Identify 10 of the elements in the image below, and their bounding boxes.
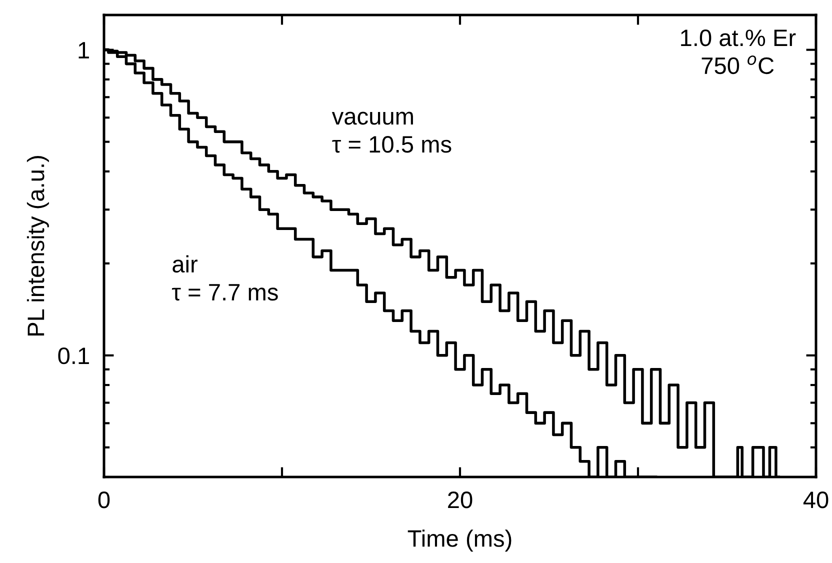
y-axis-title: PL intensity (a.u.) [26,156,49,336]
annotation: 1.0 at.% Er 750 $^{o}$C [681,29,796,74]
x-tick-label: 40 [803,492,828,508]
annotation: vacuum τ = 10.5 ms [332,112,452,153]
x-tick-label: 20 [448,492,472,508]
y-tick-label: 0.1 [58,347,89,364]
annotation: air τ = 7.7 ms [172,255,278,301]
x-axis-title: Time (ms) [408,530,512,552]
y-tick-label: 1 [78,42,89,58]
x-tick-label: 0 [98,492,110,508]
